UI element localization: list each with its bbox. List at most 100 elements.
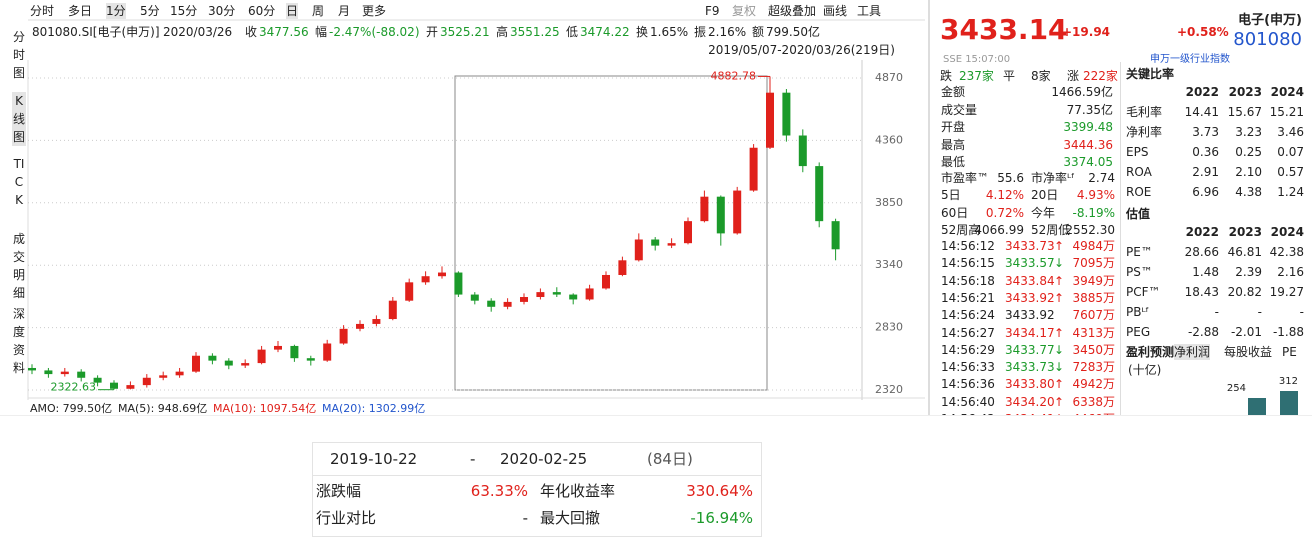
ratio-value: 3.23 bbox=[1235, 125, 1262, 139]
period-tab[interactable]: 周 bbox=[312, 4, 325, 18]
change-pct: +0.58% bbox=[1177, 25, 1229, 39]
candle-body bbox=[651, 239, 660, 246]
ratio-value: 2.16 bbox=[1277, 265, 1304, 279]
period-tab[interactable]: 5分 bbox=[140, 4, 160, 18]
info-label: 低 bbox=[566, 25, 579, 39]
end-date[interactable]: 2020-02-25 bbox=[500, 450, 588, 468]
stat-label: 52周高 bbox=[941, 222, 981, 237]
tick-volume: 3450万 bbox=[1072, 342, 1115, 357]
year-header: 2024 bbox=[1270, 85, 1304, 99]
period-tab[interactable]: 分时 bbox=[30, 4, 55, 18]
tool-button[interactable]: 超级叠加 bbox=[768, 4, 817, 18]
tick-volume: 4942万 bbox=[1072, 377, 1115, 392]
ratio-value: 28.66 bbox=[1184, 245, 1219, 259]
tool-button[interactable]: 画线 bbox=[823, 4, 848, 18]
ratio-value: 42.38 bbox=[1269, 245, 1304, 259]
candle-body bbox=[224, 360, 233, 366]
side-tab[interactable]: 深度资料 bbox=[12, 307, 25, 375]
extreme-label: 4882.78 bbox=[711, 69, 757, 82]
tick-arrow: ↑ bbox=[1054, 394, 1065, 409]
tick-price: 3433.92 bbox=[1005, 308, 1055, 323]
ratio-value: 4.38 bbox=[1235, 185, 1262, 199]
candle-body bbox=[618, 260, 627, 275]
quote-panel: 3433.14 +19.94 SSE 15:07:00 跌 237家平 8家 涨 222家 金额… bbox=[935, 0, 1120, 416]
period-tab[interactable]: 30分 bbox=[208, 4, 236, 18]
tick-volume: 3949万 bbox=[1072, 273, 1115, 288]
stat-value: 330.64% bbox=[686, 482, 753, 500]
candle-body bbox=[782, 92, 791, 136]
y-tick-label: 3850 bbox=[875, 196, 903, 209]
tick-volume: 7095万 bbox=[1072, 256, 1115, 271]
period-tab[interactable]: 1分 bbox=[106, 3, 126, 19]
tick-arrow: ↑ bbox=[1054, 290, 1065, 305]
stat-value: 77.35亿 bbox=[1066, 102, 1113, 117]
period-tab[interactable]: 多日 bbox=[68, 4, 93, 18]
stat-value: -8.19% bbox=[1072, 205, 1115, 220]
ratio-tab[interactable]: 净利润 bbox=[1174, 344, 1211, 360]
section-title: 关键比率 bbox=[1126, 67, 1175, 81]
period-tab[interactable]: 15分 bbox=[170, 4, 198, 18]
ratio-value: -2.88 bbox=[1187, 325, 1219, 339]
ratio-label: 净利率 bbox=[1126, 125, 1163, 139]
candle-body bbox=[290, 345, 299, 359]
tick-volume: 4984万 bbox=[1072, 239, 1115, 253]
tick-price: 3433.84 bbox=[1005, 273, 1055, 288]
ratio-value: 18.43 bbox=[1184, 285, 1219, 299]
side-tab[interactable]: K线图 bbox=[12, 92, 26, 146]
tick-price: 3433.80 bbox=[1005, 377, 1055, 392]
info-label: 换 bbox=[636, 25, 649, 39]
period-tab[interactable]: 日 bbox=[286, 3, 299, 19]
candle-body bbox=[306, 358, 315, 361]
stat-label: 开盘 bbox=[941, 120, 966, 134]
period-tab[interactable]: 月 bbox=[338, 4, 351, 18]
candle-body bbox=[552, 292, 561, 295]
ratio-value: 6.96 bbox=[1192, 185, 1219, 199]
candle-body bbox=[372, 319, 381, 324]
stat-value: 2.74 bbox=[1088, 171, 1115, 185]
period-tab[interactable]: 60分 bbox=[248, 4, 276, 18]
candle-body bbox=[323, 343, 332, 361]
change: +19.94 bbox=[1062, 25, 1111, 39]
side-tab[interactable]: 分时图 bbox=[12, 30, 25, 80]
tick-time: 14:56:15 bbox=[941, 256, 995, 271]
ratio-label: PBᴸᶠ bbox=[1126, 305, 1150, 319]
candle-body bbox=[77, 371, 86, 378]
side-tab[interactable]: TICK bbox=[13, 157, 25, 207]
selection-box[interactable] bbox=[454, 75, 768, 391]
tool-button[interactable]: 工具 bbox=[857, 4, 882, 18]
index-link[interactable]: 申万一级行业指数 bbox=[1150, 54, 1230, 65]
tick-volume: 6338万 bbox=[1072, 394, 1115, 409]
tick-volume: 4313万 bbox=[1072, 325, 1115, 340]
tick-price: 3433.57 bbox=[1005, 256, 1055, 271]
candle-body bbox=[126, 385, 135, 389]
tool-button[interactable]: F9 bbox=[705, 4, 720, 18]
year-header: 2022 bbox=[1185, 225, 1219, 239]
stat-label: 成交量 bbox=[941, 102, 978, 117]
candle-body bbox=[405, 282, 414, 301]
breadth: 跌 bbox=[940, 69, 953, 83]
start-date[interactable]: 2019-10-22 bbox=[330, 450, 418, 468]
info-value: 1.65% bbox=[650, 25, 689, 39]
ratio-value: 46.81 bbox=[1227, 245, 1262, 259]
tick-volume: 7283万 bbox=[1072, 360, 1115, 375]
stat-value: 3444.36 bbox=[1063, 137, 1113, 152]
info-label: 幅 bbox=[315, 25, 328, 39]
side-tab[interactable]: 成交明细 bbox=[12, 232, 25, 300]
stat-label: 52周低 bbox=[1031, 222, 1071, 237]
stat-value: -16.94% bbox=[690, 509, 753, 527]
ratio-tab[interactable]: 盈利预测 bbox=[1126, 345, 1175, 359]
ratio-value: 0.07 bbox=[1277, 145, 1304, 159]
candle-body bbox=[536, 292, 545, 298]
candle-body bbox=[602, 274, 610, 289]
ratio-value: -2.01 bbox=[1230, 325, 1262, 339]
candle-body bbox=[470, 294, 479, 301]
ratio-tab[interactable]: PE bbox=[1282, 345, 1297, 359]
bar-label: 312 bbox=[1278, 376, 1298, 387]
tool-button[interactable]: 复权 bbox=[732, 4, 757, 18]
ratio-tab[interactable]: 每股收益 bbox=[1224, 345, 1273, 359]
price: 3433.14 bbox=[940, 13, 1068, 46]
y-tick-label: 4360 bbox=[875, 133, 903, 146]
period-tab[interactable]: 更多 bbox=[362, 4, 387, 18]
y-tick-label: 4870 bbox=[875, 71, 903, 84]
info-value: 2.16% bbox=[708, 25, 747, 39]
